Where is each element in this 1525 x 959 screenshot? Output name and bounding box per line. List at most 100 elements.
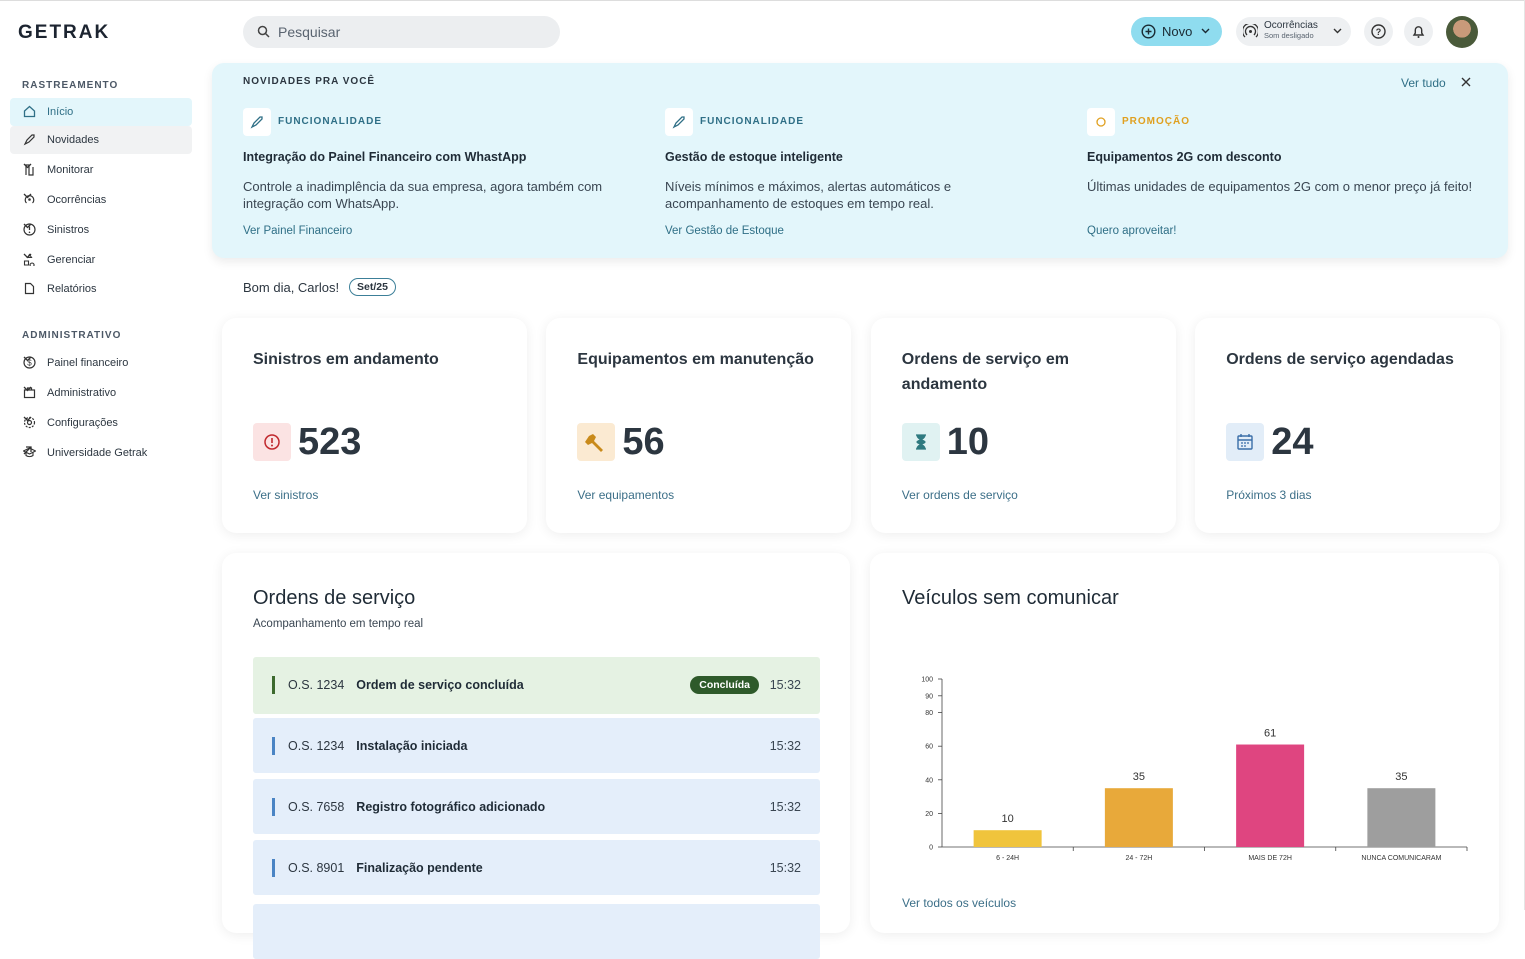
- stat-link[interactable]: Ver sinistros: [253, 488, 319, 502]
- order-text: Instalação iniciada: [356, 739, 468, 753]
- order-time: 15:32: [769, 800, 801, 814]
- brand-logo[interactable]: GETRAK: [18, 22, 111, 43]
- news-title: NOVIDADES PRA VOCÊ: [243, 76, 376, 87]
- help-button[interactable]: ?: [1364, 17, 1393, 46]
- news-item-title: Equipamentos 2G com desconto: [1087, 150, 1282, 164]
- news-icon: [243, 108, 271, 136]
- value-label: 35: [1133, 771, 1145, 783]
- close-button[interactable]: [1461, 77, 1471, 87]
- nav-item[interactable]: $ Painel financeiro: [10, 349, 192, 377]
- y-tick-label: 80: [925, 710, 933, 717]
- nav-label: Novidades: [47, 134, 99, 146]
- status-bar: [272, 737, 275, 755]
- stat-value: 523: [298, 421, 362, 463]
- nav-item[interactable]: Sinistros: [10, 216, 192, 244]
- news-item-text: Últimas unidades de equipamentos 2G com …: [1087, 179, 1473, 194]
- nav-item[interactable]: Relatórios: [10, 275, 192, 303]
- x-tick-label: NUNCA COMUNICARAM: [1361, 855, 1441, 862]
- stat-icon: [577, 423, 616, 461]
- order-row[interactable]: O.S. 7658 Registro fotográfico adicionado…: [253, 779, 820, 834]
- nav-item[interactable]: Monitorar: [10, 156, 192, 184]
- order-text: Registro fotográfico adicionado: [356, 800, 546, 814]
- stat-card: Ordens de serviço em andamento 10 Ver orde…: [870, 318, 1176, 533]
- search-box[interactable]: Pesquisar: [243, 16, 560, 48]
- order-time: 15:32: [769, 678, 801, 692]
- stat-link[interactable]: Ver equipamentos: [577, 488, 675, 502]
- y-tick-label: 20: [925, 811, 933, 818]
- svg-text:?: ?: [1376, 27, 1382, 37]
- signal-icon: [1243, 24, 1258, 38]
- news-item-title: Gestão de estoque inteligente: [665, 150, 843, 164]
- y-tick-label: 60: [925, 744, 933, 751]
- news-item-title: Integração do Painel Financeiro com Whas…: [243, 150, 527, 164]
- news-item-link[interactable]: Ver Painel Financeiro: [243, 225, 353, 237]
- x-tick-label: 24 - 72H: [1125, 855, 1152, 862]
- nav-label: Ocorrências: [47, 194, 107, 206]
- news-tag: PROMOÇÃO: [1122, 116, 1190, 127]
- bar: [973, 830, 1042, 847]
- nav-item[interactable]: Novidades: [10, 126, 192, 154]
- svg-text:$: $: [27, 359, 32, 368]
- greeting: Bom dia, Carlos!: [243, 280, 340, 295]
- stat-card: Sinistros em andamento 523 Ver sinistros: [222, 318, 527, 533]
- vehicles-link[interactable]: Ver todos os veículos: [902, 896, 1017, 910]
- order-row[interactable]: O.S. 1234 Instalação iniciada 15:32: [253, 718, 820, 773]
- value-label: 61: [1264, 728, 1276, 740]
- news-tag: FUNCIONALIDADE: [278, 116, 382, 127]
- news-item-text: Níveis mínimos e máximos, alertas automá…: [665, 179, 952, 211]
- stat-card: Equipamentos em manutenção 56 Ver equipame…: [546, 318, 852, 533]
- news-banner: NOVIDADES PRA VOCÊ Ver tudo FUNCIONALIDA…: [212, 63, 1508, 258]
- order-time: 15:32: [769, 861, 801, 875]
- nav-item[interactable]: Universidade Getrak: [10, 439, 192, 467]
- nav-label: Administrativo: [47, 387, 117, 399]
- nav-item[interactable]: Administrativo: [10, 379, 192, 407]
- nav-item[interactable]: Ocorrências: [10, 186, 192, 214]
- order-code: O.S. 7658: [288, 800, 345, 814]
- sidebar-section-title: ADMINISTRATIVO: [22, 330, 122, 341]
- nav-item[interactable]: Gerenciar: [10, 246, 192, 274]
- value-label: 10: [1002, 813, 1014, 825]
- x-tick-label: MAIS DE 72H: [1248, 855, 1292, 862]
- status-bar: [272, 676, 275, 694]
- stat-title: Equipamentos em manutenção: [577, 351, 814, 368]
- status-bar: [272, 798, 275, 816]
- search-icon: [257, 25, 270, 38]
- stat-link[interactable]: Ver ordens de serviço: [901, 488, 1018, 502]
- order-text: Finalização pendente: [356, 861, 483, 875]
- bar: [1236, 744, 1305, 847]
- news-item-link[interactable]: Ver Gestão de Estoque: [665, 225, 784, 237]
- nav-label: Início: [47, 106, 74, 118]
- stat-link: Próximos 3 dias: [1226, 488, 1312, 502]
- nav-item[interactable]: Configurações: [10, 409, 192, 437]
- stat-icon: [901, 423, 940, 461]
- nav-item[interactable]: Início: [10, 98, 192, 126]
- nav-label: Sinistros: [47, 224, 90, 236]
- sidebar-section-title: RASTREAMENTO: [22, 80, 119, 91]
- status-bar: [272, 859, 275, 877]
- avatar[interactable]: [1446, 16, 1478, 48]
- nav-label: Relatórios: [47, 283, 97, 295]
- order-row[interactable]: O.S. 1234 Ordem de serviço concluída Concl…: [253, 657, 820, 714]
- notifications-button[interactable]: [1404, 17, 1433, 46]
- view-all-link[interactable]: Ver tudo: [1401, 76, 1446, 90]
- stat-card: Ordens de serviço agendadas 24 Próximos 3 …: [1195, 318, 1501, 533]
- search-placeholder: Pesquisar: [278, 24, 341, 40]
- news-item-link[interactable]: Quero aproveitar!: [1087, 225, 1177, 237]
- new-button[interactable]: Novo: [1131, 17, 1222, 46]
- occurrences-toggle[interactable]: Ocorrências Som desligado: [1236, 17, 1351, 46]
- occurrences-status: Som desligado: [1264, 31, 1314, 40]
- nav-label: Universidade Getrak: [47, 447, 148, 459]
- order-code: O.S. 8901: [288, 861, 345, 875]
- stat-value: 56: [622, 421, 665, 463]
- news-item-text: Controle a inadimplência da sua empresa,…: [243, 179, 603, 211]
- order-row[interactable]: O.S. 8901 Finalização pendente 15:32: [253, 840, 820, 895]
- y-tick-label: 0: [929, 845, 933, 852]
- stat-value: 24: [1271, 421, 1314, 463]
- y-tick-label: 100: [921, 677, 933, 684]
- stat-icon: [1226, 423, 1265, 461]
- news-tag: FUNCIONALIDADE: [700, 116, 804, 127]
- orders-title: Ordens de serviço: [253, 587, 416, 609]
- period-badge: Set/25: [349, 278, 396, 296]
- nav-label: Monitorar: [47, 164, 94, 176]
- y-tick-label: 40: [925, 777, 933, 784]
